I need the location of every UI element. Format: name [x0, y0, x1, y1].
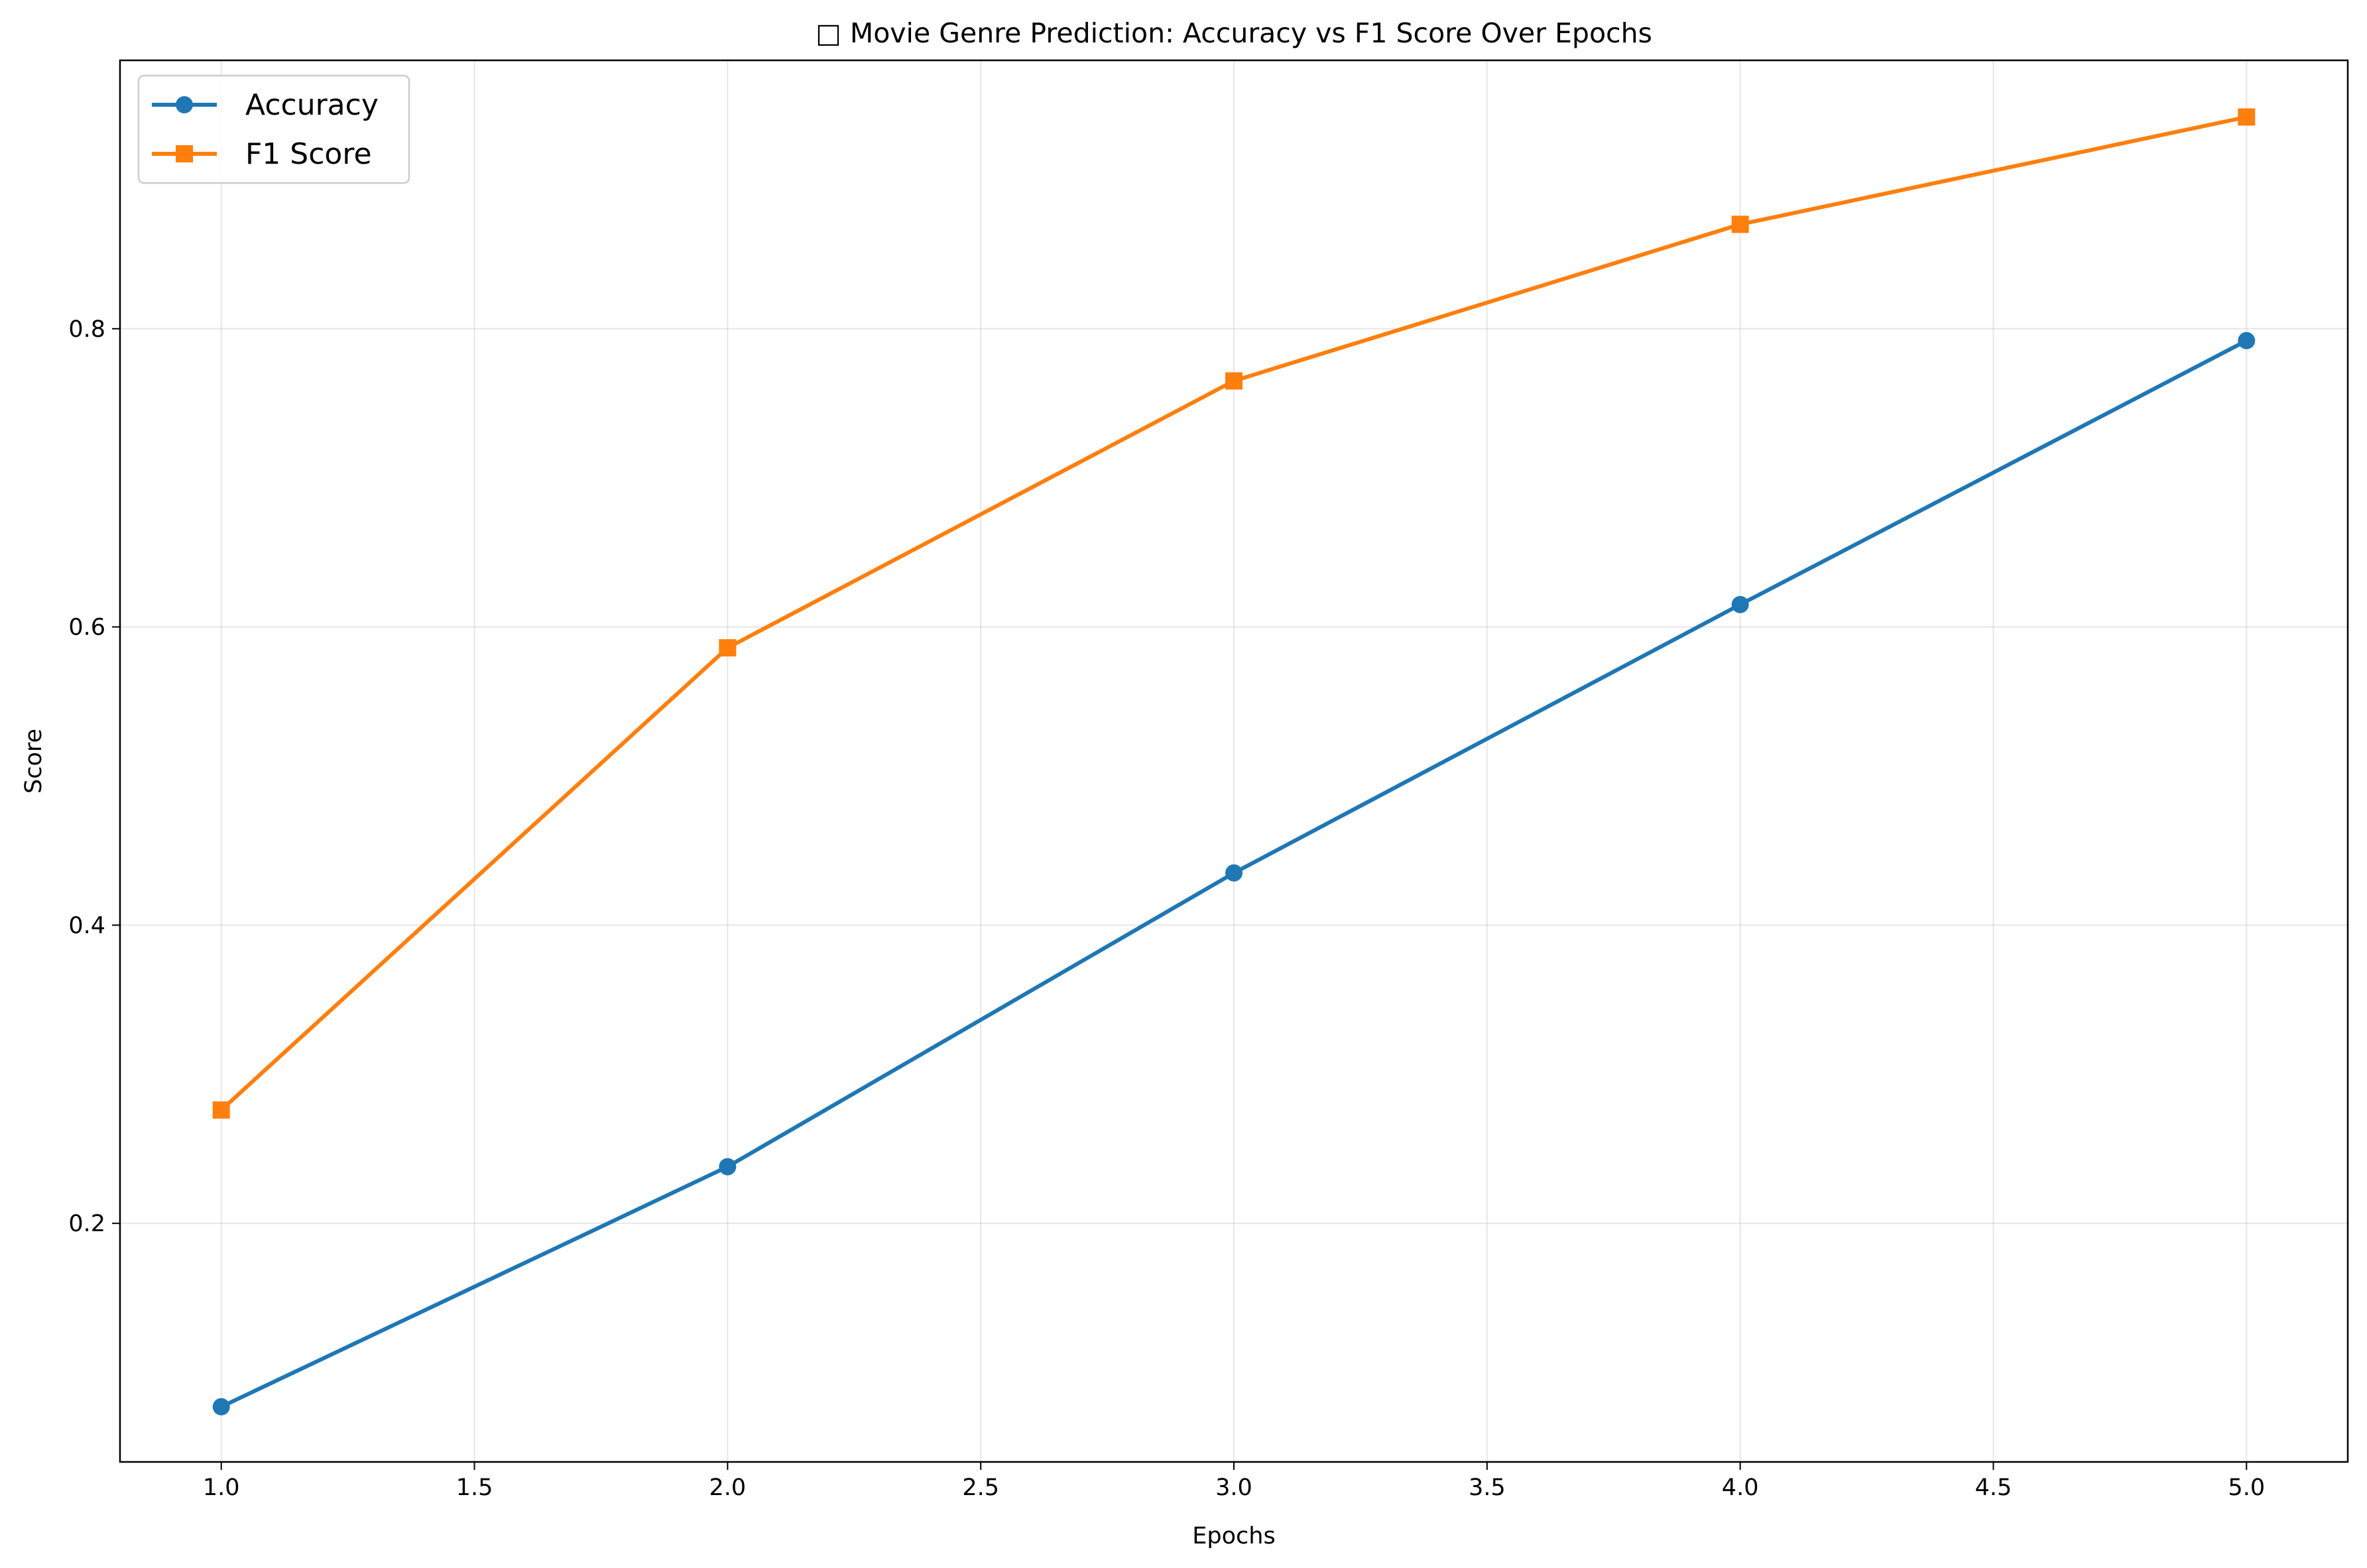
- x-tick-label: 4.5: [1975, 1475, 2012, 1501]
- x-tick-label: 4.0: [1722, 1475, 1759, 1501]
- y-tick-label: 0.6: [68, 615, 105, 641]
- legend-accuracy-label: Accuracy: [245, 88, 379, 122]
- y-tick-label: 0.2: [68, 1211, 105, 1237]
- x-tick-label: 2.5: [962, 1475, 999, 1501]
- x-tick-label: 5.0: [2228, 1475, 2265, 1501]
- accuracy-marker: [1225, 864, 1243, 882]
- x-axis-ticks: 1.0 1.5 2.0 2.5 3.0 3.5 4.0 4.5 5.0: [203, 1462, 2265, 1501]
- x-tick-label: 1.0: [203, 1475, 240, 1501]
- y-tick-label: 0.8: [68, 316, 105, 343]
- plot-series: [212, 108, 2256, 1416]
- y-axis-label: Score: [21, 729, 47, 794]
- legend: Accuracy F1 Score: [137, 74, 410, 184]
- f1-score-marker: [212, 1101, 230, 1119]
- y-tick-label: 0.4: [68, 912, 105, 939]
- accuracy-marker: [2238, 332, 2256, 349]
- x-tick-label: 1.5: [456, 1475, 493, 1501]
- grid: [120, 60, 2348, 1462]
- y-axis-ticks: 0.2 0.4 0.6 0.8: [68, 316, 120, 1237]
- chart-title: □ Movie Genre Prediction: Accuracy vs F1…: [816, 17, 1652, 49]
- x-tick-label: 3.0: [1215, 1475, 1252, 1501]
- legend-frame: [137, 74, 410, 184]
- f1-score-marker: [1731, 215, 1749, 233]
- legend-f1-score-label: F1 Score: [245, 137, 372, 171]
- f1-score-marker: [719, 639, 737, 657]
- accuracy-marker: [212, 1398, 230, 1416]
- x-tick-label: 2.0: [709, 1475, 747, 1501]
- f1-score-marker: [1225, 372, 1243, 390]
- x-axis-label: Epochs: [1192, 1523, 1275, 1549]
- legend-accuracy-marker: [176, 96, 193, 113]
- accuracy-marker: [719, 1158, 737, 1176]
- f1-score-marker: [2238, 108, 2256, 126]
- accuracy-marker: [1731, 595, 1749, 613]
- x-tick-label: 3.5: [1469, 1475, 1506, 1501]
- legend-f1-score-marker: [176, 145, 193, 162]
